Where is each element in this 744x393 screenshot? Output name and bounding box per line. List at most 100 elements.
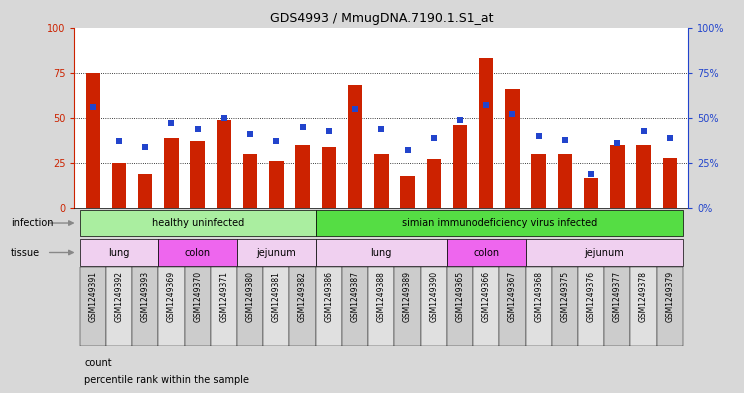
Bar: [663, 158, 677, 208]
Bar: [394, 267, 420, 346]
Text: count: count: [84, 358, 112, 367]
Bar: [295, 145, 310, 208]
Point: [638, 127, 650, 134]
Bar: [499, 267, 525, 346]
Text: GSM1249367: GSM1249367: [508, 271, 517, 322]
Bar: [237, 239, 315, 266]
Bar: [263, 267, 289, 346]
Bar: [479, 58, 493, 208]
Bar: [610, 145, 625, 208]
Point: [218, 115, 230, 121]
Bar: [453, 125, 467, 208]
Bar: [269, 161, 283, 208]
Bar: [558, 154, 572, 208]
Text: GSM1249386: GSM1249386: [324, 271, 333, 322]
Bar: [237, 267, 263, 346]
Point: [559, 136, 571, 143]
Point: [402, 147, 414, 154]
Text: GSM1249375: GSM1249375: [560, 271, 569, 322]
Point: [270, 138, 282, 145]
Point: [113, 138, 125, 145]
Text: GSM1249368: GSM1249368: [534, 271, 543, 322]
Text: GSM1249389: GSM1249389: [403, 271, 412, 322]
Text: GSM1249370: GSM1249370: [193, 271, 202, 322]
Point: [454, 117, 466, 123]
Bar: [80, 239, 158, 266]
Bar: [400, 176, 414, 208]
Bar: [106, 267, 132, 346]
Text: lung: lung: [371, 248, 392, 257]
Bar: [185, 267, 211, 346]
Bar: [604, 267, 630, 346]
Point: [87, 104, 99, 110]
Point: [165, 120, 177, 127]
Bar: [321, 147, 336, 208]
Bar: [368, 267, 394, 346]
Text: GSM1249377: GSM1249377: [613, 271, 622, 322]
Text: GSM1249376: GSM1249376: [587, 271, 596, 322]
Bar: [348, 85, 362, 208]
Bar: [132, 267, 158, 346]
Bar: [447, 239, 525, 266]
Text: jejunum: jejunum: [584, 248, 624, 257]
Text: GSM1249371: GSM1249371: [219, 271, 228, 322]
Bar: [243, 154, 257, 208]
Text: GSM1249382: GSM1249382: [298, 271, 307, 322]
Point: [533, 133, 545, 139]
Bar: [578, 267, 604, 346]
Point: [664, 135, 676, 141]
Bar: [630, 267, 657, 346]
Text: GSM1249369: GSM1249369: [167, 271, 176, 322]
Bar: [289, 267, 315, 346]
Point: [612, 140, 623, 146]
Text: GSM1249380: GSM1249380: [246, 271, 254, 322]
Bar: [505, 89, 519, 208]
Bar: [525, 267, 552, 346]
Text: lung: lung: [109, 248, 129, 257]
Text: infection: infection: [11, 218, 54, 228]
Point: [139, 144, 151, 150]
Text: percentile rank within the sample: percentile rank within the sample: [84, 375, 249, 385]
Bar: [552, 267, 578, 346]
Bar: [525, 239, 683, 266]
Bar: [315, 210, 683, 236]
Bar: [473, 267, 499, 346]
Point: [323, 127, 335, 134]
Text: GSM1249366: GSM1249366: [481, 271, 491, 322]
Text: healthy uninfected: healthy uninfected: [152, 218, 244, 228]
Text: colon: colon: [185, 248, 211, 257]
Bar: [636, 145, 651, 208]
Bar: [138, 174, 153, 208]
Text: GSM1249379: GSM1249379: [665, 271, 674, 322]
Bar: [315, 267, 342, 346]
Bar: [420, 267, 447, 346]
Text: GSM1249378: GSM1249378: [639, 271, 648, 322]
Point: [297, 124, 309, 130]
Text: GSM1249381: GSM1249381: [272, 271, 281, 322]
Point: [376, 126, 388, 132]
Text: GSM1249365: GSM1249365: [455, 271, 464, 322]
Bar: [531, 154, 546, 208]
Bar: [158, 267, 185, 346]
Text: jejunum: jejunum: [257, 248, 296, 257]
Point: [586, 171, 597, 177]
Bar: [426, 160, 441, 208]
Bar: [315, 239, 447, 266]
Bar: [342, 267, 368, 346]
Bar: [447, 267, 473, 346]
Text: colon: colon: [473, 248, 499, 257]
Bar: [217, 120, 231, 208]
Text: GSM1249390: GSM1249390: [429, 271, 438, 322]
Text: simian immunodeficiency virus infected: simian immunodeficiency virus infected: [402, 218, 597, 228]
Bar: [657, 267, 683, 346]
Bar: [80, 267, 106, 346]
Bar: [190, 141, 205, 208]
Bar: [86, 73, 100, 208]
Bar: [112, 163, 126, 208]
Text: GSM1249393: GSM1249393: [141, 271, 150, 322]
Bar: [211, 267, 237, 346]
Text: GSM1249387: GSM1249387: [350, 271, 359, 322]
Title: GDS4993 / MmugDNA.7190.1.S1_at: GDS4993 / MmugDNA.7190.1.S1_at: [269, 12, 493, 25]
Point: [349, 106, 361, 112]
Point: [244, 131, 256, 137]
